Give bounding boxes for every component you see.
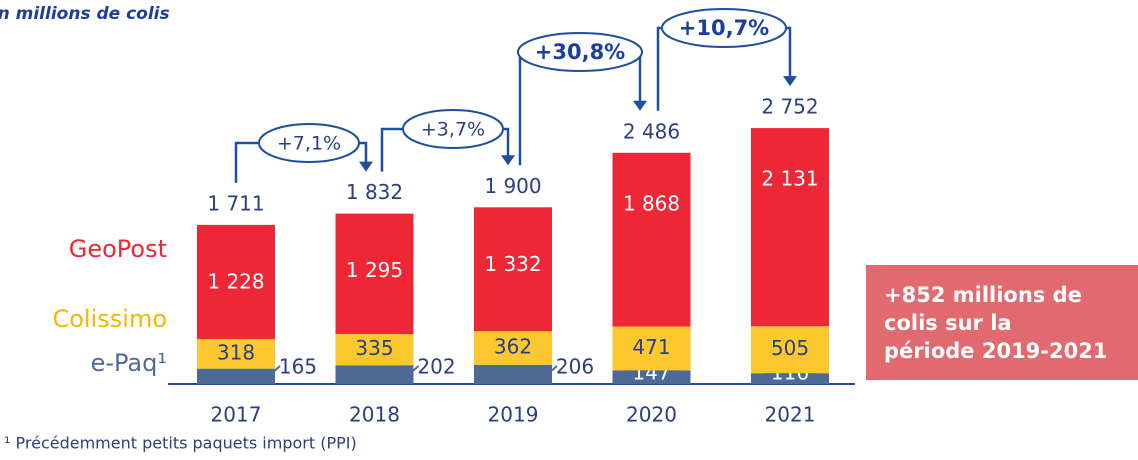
bar-segment — [335, 365, 414, 384]
legend-label: e-Paq¹ — [91, 349, 167, 377]
arrow-head — [359, 161, 373, 172]
x-tick-label: 2018 — [349, 403, 400, 427]
footnote: ¹ Précédemment petits paquets import (PP… — [4, 434, 357, 453]
x-tick-label: 2019 — [488, 403, 539, 427]
chart-title: En millions de colis — [0, 4, 170, 24]
growth-label: +7,1% — [277, 133, 341, 155]
total-label: 1 711 — [207, 191, 264, 215]
bar-segment — [197, 368, 275, 384]
value-label: 335 — [355, 336, 393, 360]
value-label: 206 — [556, 355, 594, 379]
bar-segment — [751, 326, 829, 374]
bar-segment — [474, 331, 552, 365]
bar-segment — [474, 207, 552, 332]
value-label: 1 332 — [484, 252, 541, 276]
growth-label: +3,7% — [421, 119, 485, 141]
total-label: 1 900 — [484, 174, 541, 198]
bar-segment — [612, 152, 691, 327]
legend-label: Colissimo — [52, 305, 167, 333]
bar-segment — [474, 364, 552, 384]
value-label: 505 — [771, 336, 809, 360]
growth-bubble — [661, 8, 787, 48]
label-leader — [263, 365, 281, 381]
value-label: 318 — [217, 340, 255, 364]
value-label: 202 — [417, 355, 455, 379]
callout-text: +852 millions de — [884, 283, 1082, 307]
callout-text: colis sur la — [884, 311, 1012, 335]
value-label: 2 131 — [761, 167, 818, 191]
value-label: 1 868 — [623, 191, 680, 215]
bar-segment — [197, 224, 275, 340]
growth-bubble — [517, 32, 643, 72]
value-label: 1 295 — [346, 258, 403, 282]
growth-label: +10,7% — [679, 16, 769, 40]
legend-label: GeoPost — [69, 235, 167, 263]
callout-box — [866, 265, 1138, 380]
growth-bubble — [258, 123, 360, 163]
bar-segment — [335, 334, 414, 366]
label-leader — [540, 365, 558, 381]
total-label: 1 832 — [346, 180, 403, 204]
total-label: 2 752 — [761, 95, 818, 119]
bar-segment — [751, 128, 829, 327]
growth-bubble — [402, 109, 504, 149]
bar-segment — [612, 326, 691, 371]
growth-label: +30,8% — [535, 40, 625, 64]
label-leader — [401, 365, 420, 381]
arrow-head — [501, 155, 515, 166]
value-label: 362 — [494, 335, 532, 359]
arrow-head — [783, 76, 797, 87]
x-tick-label: 2017 — [211, 403, 262, 427]
callout-text: période 2019-2021 — [884, 339, 1107, 363]
value-label: 165 — [279, 355, 317, 379]
arrow-head — [633, 100, 647, 111]
total-label: 2 486 — [623, 119, 680, 143]
value-label: 471 — [632, 335, 670, 359]
bar-segment — [197, 339, 275, 369]
value-label: 1 228 — [207, 269, 264, 293]
x-tick-label: 2021 — [765, 403, 816, 427]
x-tick-label: 2020 — [626, 403, 677, 427]
bar-segment — [335, 213, 414, 335]
